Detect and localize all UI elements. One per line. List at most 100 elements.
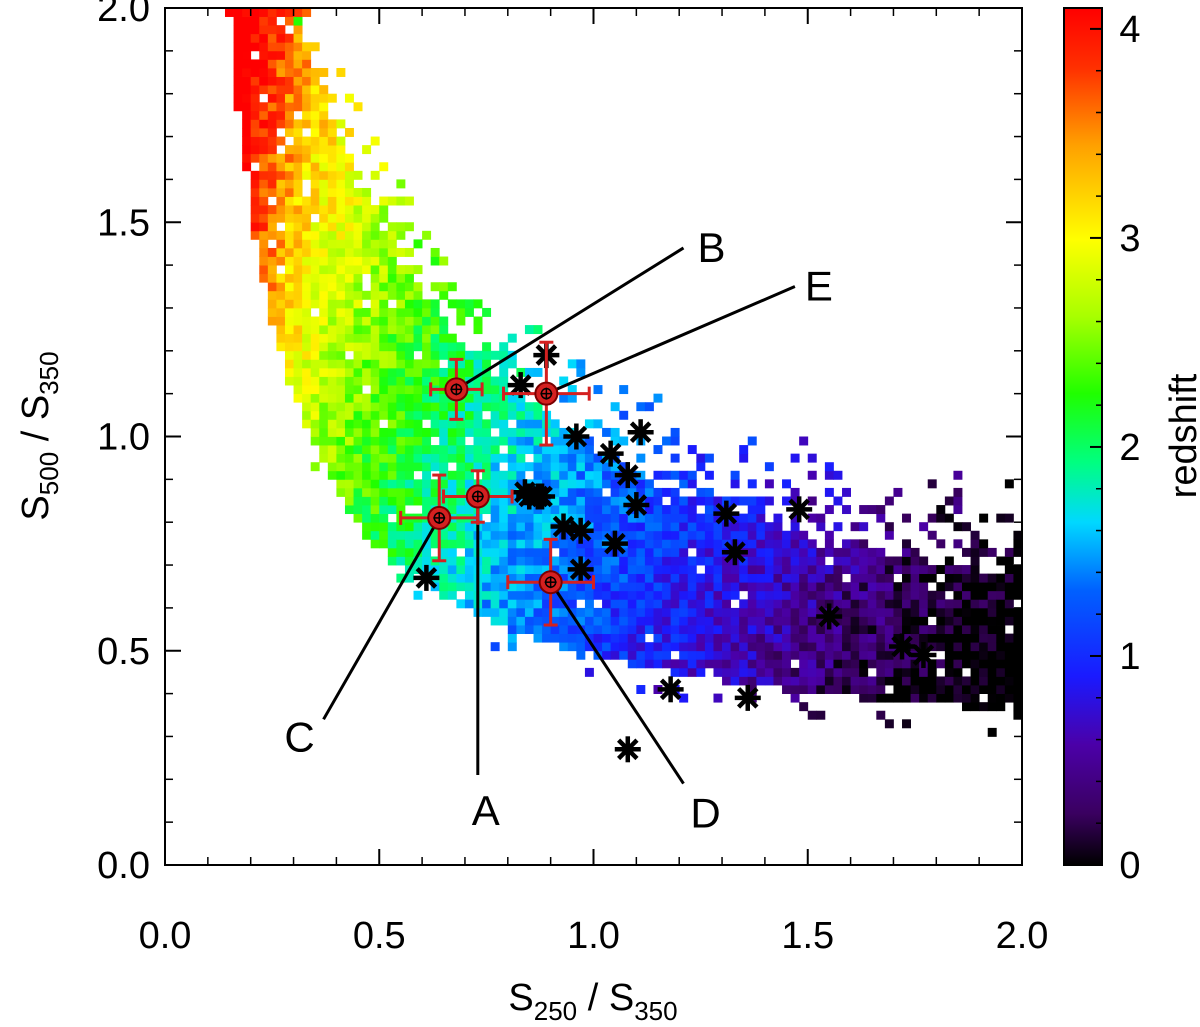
density-cell <box>490 642 500 652</box>
density-cell <box>430 487 440 497</box>
density-cell <box>327 145 337 155</box>
density-cell <box>713 667 723 677</box>
density-cell <box>747 530 757 540</box>
density-cell <box>284 299 294 309</box>
density-cell <box>293 213 303 223</box>
density-cell <box>336 316 346 326</box>
density-cell <box>259 205 269 215</box>
density-cell <box>893 633 903 643</box>
density-cell <box>379 239 389 249</box>
density-cell <box>344 222 354 232</box>
density-cell <box>816 607 826 617</box>
density-cell <box>824 676 834 686</box>
density-cell <box>962 693 971 703</box>
density-cell <box>370 410 380 420</box>
density-cell <box>413 290 423 300</box>
y-tick-label: 1.5 <box>97 202 150 244</box>
density-cell <box>387 239 397 249</box>
density-cell <box>902 625 911 635</box>
density-cell <box>747 650 757 660</box>
density-cell <box>936 599 946 609</box>
axes: 0.0 0.5 1.0 1.5 2.00.00.51.01.52.0 <box>97 0 1048 957</box>
density-cell <box>310 93 320 103</box>
density-cell <box>636 642 646 652</box>
density-cell <box>464 470 474 480</box>
density-cell <box>293 367 303 377</box>
density-cell <box>310 222 320 232</box>
density-cell <box>482 530 492 540</box>
density-cell <box>799 667 809 677</box>
density-cell <box>404 247 414 257</box>
density-cell <box>919 676 929 686</box>
density-cell <box>302 102 312 112</box>
density-cell <box>687 616 697 626</box>
density-cell <box>713 582 723 592</box>
density-cell <box>670 625 680 635</box>
density-cell <box>302 290 312 300</box>
density-cell <box>1013 582 1022 592</box>
density-cell <box>533 436 543 446</box>
density-cell <box>413 419 423 429</box>
density-cell <box>773 616 783 626</box>
density-cell <box>276 187 286 197</box>
density-cell <box>996 556 1006 566</box>
density-cell <box>687 496 697 506</box>
density-cell <box>302 213 312 223</box>
density-cell <box>447 419 457 429</box>
density-cell <box>336 445 346 455</box>
density-cell <box>302 222 312 232</box>
density-cell <box>722 573 732 583</box>
density-cell <box>636 479 646 489</box>
density-cell <box>619 385 629 395</box>
density-cell <box>422 402 432 412</box>
density-cell <box>799 650 809 660</box>
density-cell <box>456 573 466 583</box>
density-cell <box>696 573 706 583</box>
density-cell <box>370 230 380 240</box>
density-cell <box>1013 685 1022 694</box>
density-cell <box>799 685 809 694</box>
density-cell <box>593 547 603 557</box>
density-cell <box>310 76 320 86</box>
density-cell <box>704 633 714 643</box>
density-cell <box>370 419 380 429</box>
density-cell <box>413 402 423 412</box>
density-cell <box>267 290 277 300</box>
density-cell <box>567 505 577 515</box>
density-cell <box>816 599 826 609</box>
density-cell <box>524 419 534 429</box>
density-cell <box>464 590 474 600</box>
density-cell <box>396 376 406 386</box>
density-cell <box>653 530 663 540</box>
density-cell <box>456 445 466 455</box>
density-cell <box>696 616 706 626</box>
density-cell <box>816 659 826 669</box>
density-cell <box>362 290 372 300</box>
density-cell <box>293 85 303 95</box>
density-cell <box>559 496 569 506</box>
density-cell <box>696 556 706 566</box>
density-cell <box>430 376 440 386</box>
density-cell <box>336 333 346 343</box>
density-cell <box>979 633 989 643</box>
density-cell <box>739 565 749 575</box>
density-cell <box>447 496 457 506</box>
density-cell <box>739 530 749 540</box>
density-cell <box>482 462 492 472</box>
density-cell <box>687 642 697 652</box>
density-cell <box>464 350 474 360</box>
density-cell <box>490 487 500 497</box>
density-cell <box>662 505 672 515</box>
density-cell <box>782 590 792 600</box>
density-cell <box>602 556 612 566</box>
density-cell <box>379 342 389 352</box>
density-cell <box>919 573 929 583</box>
density-cell <box>362 359 372 369</box>
density-cell <box>713 530 723 540</box>
density-cell <box>344 273 354 283</box>
density-cell <box>739 642 749 652</box>
density-cell <box>824 530 834 540</box>
density-cell <box>619 633 629 643</box>
density-cell <box>396 539 406 549</box>
density-cell <box>267 33 277 43</box>
